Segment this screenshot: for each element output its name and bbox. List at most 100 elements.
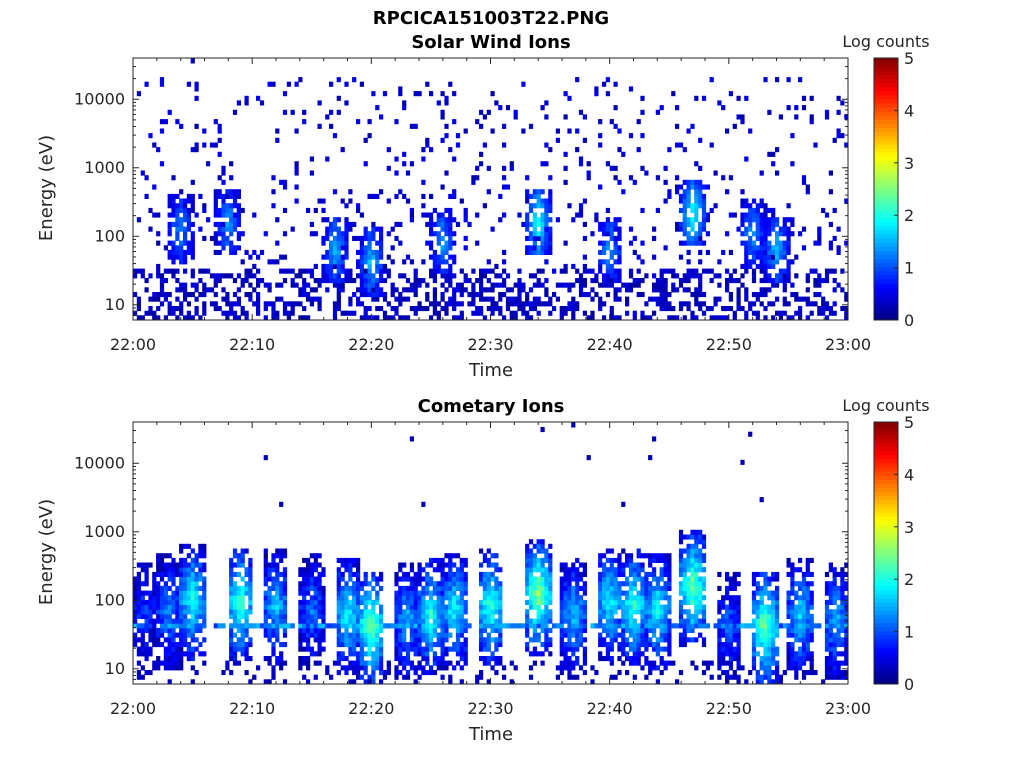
heatmap-cell xyxy=(536,539,541,545)
heatmap-cell xyxy=(617,642,622,648)
heatmap-cell xyxy=(575,595,580,601)
heatmap-cell xyxy=(367,660,372,666)
heatmap-cell xyxy=(632,282,637,288)
heatmap-cell xyxy=(621,618,626,624)
heatmap-cell xyxy=(778,679,783,685)
heatmap-cell xyxy=(486,189,491,195)
heatmap-cell xyxy=(701,292,707,298)
heatmap-cell xyxy=(282,642,288,648)
heatmap-cell xyxy=(678,618,684,624)
heatmap-cell xyxy=(429,212,434,218)
heatmap-cell xyxy=(613,81,618,87)
heatmap-cell xyxy=(298,599,303,605)
heatmap-cell xyxy=(240,310,245,316)
heatmap-cell xyxy=(682,240,687,246)
heatmap-cell xyxy=(332,660,338,666)
colorbar-step xyxy=(874,279,898,284)
heatmap-cell xyxy=(725,315,730,321)
heatmap-cell xyxy=(482,268,487,274)
heatmap-cell xyxy=(740,282,745,288)
heatmap-cell xyxy=(563,585,568,591)
heatmap-cell xyxy=(156,604,161,610)
heatmap-cell xyxy=(759,235,764,241)
heatmap-cell xyxy=(425,576,430,582)
heatmap-cell xyxy=(179,581,184,587)
heatmap-cell xyxy=(694,576,699,582)
heatmap-cell xyxy=(448,217,453,223)
heatmap-cell xyxy=(548,613,553,619)
heatmap-cell xyxy=(632,627,637,633)
heatmap-cell xyxy=(413,576,418,582)
heatmap-cell xyxy=(448,282,453,288)
heatmap-cell xyxy=(498,567,503,573)
y-tick-label: 10 xyxy=(105,295,125,314)
heatmap-cell xyxy=(175,203,180,209)
heatmap-cell xyxy=(632,609,637,615)
heatmap-cell xyxy=(663,278,668,284)
heatmap-cell xyxy=(759,618,764,624)
heatmap-cell xyxy=(694,189,699,195)
heatmap-cell xyxy=(236,562,241,568)
heatmap-cell xyxy=(540,217,545,223)
heatmap-cell xyxy=(136,637,141,643)
heatmap-cell xyxy=(236,590,241,596)
heatmap-cell xyxy=(402,637,407,643)
heatmap-cell xyxy=(217,212,222,218)
heatmap-cell xyxy=(636,147,641,153)
heatmap-cell xyxy=(159,557,165,563)
heatmap-cell xyxy=(540,268,545,274)
heatmap-cell xyxy=(636,553,641,559)
heatmap-cell xyxy=(471,179,476,185)
heatmap-cell xyxy=(628,557,634,563)
heatmap-cell xyxy=(290,268,295,274)
heatmap-cell xyxy=(505,105,511,111)
heatmap-cell xyxy=(217,193,222,199)
heatmap-cell xyxy=(602,81,607,87)
heatmap-cell xyxy=(494,282,499,288)
heatmap-cell xyxy=(240,613,245,619)
heatmap-cell xyxy=(648,604,653,610)
heatmap-cell xyxy=(609,656,614,662)
heatmap-cell xyxy=(394,156,399,162)
heatmap-cell xyxy=(605,557,610,563)
heatmap-cell xyxy=(232,590,238,596)
heatmap-cell xyxy=(348,651,353,657)
heatmap-cell xyxy=(217,240,222,246)
heatmap-cell xyxy=(767,263,772,269)
heatmap-cell xyxy=(548,226,553,232)
heatmap-cell xyxy=(694,665,699,671)
heatmap-cell xyxy=(371,613,376,619)
heatmap-cell xyxy=(394,627,399,633)
heatmap-cell xyxy=(329,123,334,129)
heatmap-cell xyxy=(736,296,741,302)
heatmap-cell xyxy=(190,590,195,596)
heatmap-cell xyxy=(517,306,522,312)
heatmap-cell xyxy=(763,306,768,312)
heatmap-cell xyxy=(183,632,188,638)
heatmap-cell xyxy=(398,595,403,601)
heatmap-cell xyxy=(279,618,284,624)
heatmap-cell xyxy=(678,613,684,619)
heatmap-cell xyxy=(229,642,234,648)
heatmap-cell xyxy=(371,599,376,605)
heatmap-cell xyxy=(167,627,172,633)
heatmap-cell xyxy=(698,609,703,615)
heatmap-cell xyxy=(694,161,699,167)
heatmap-cell xyxy=(567,287,572,293)
heatmap-cell xyxy=(482,296,487,302)
heatmap-cell xyxy=(336,613,341,619)
heatmap-cell xyxy=(417,567,422,573)
heatmap-cell xyxy=(455,651,461,657)
heatmap-cell xyxy=(563,651,568,657)
heatmap-cell xyxy=(179,642,184,648)
heatmap-cell xyxy=(659,637,664,643)
heatmap-cell xyxy=(617,571,622,577)
heatmap-cell xyxy=(767,226,772,232)
heatmap-cell xyxy=(325,226,330,232)
heatmap-cell xyxy=(532,599,537,605)
heatmap-cell xyxy=(348,310,353,316)
heatmap-cell xyxy=(225,207,230,213)
heatmap-cell xyxy=(613,245,618,251)
heatmap-cell xyxy=(336,268,341,274)
heatmap-cell xyxy=(336,576,341,582)
